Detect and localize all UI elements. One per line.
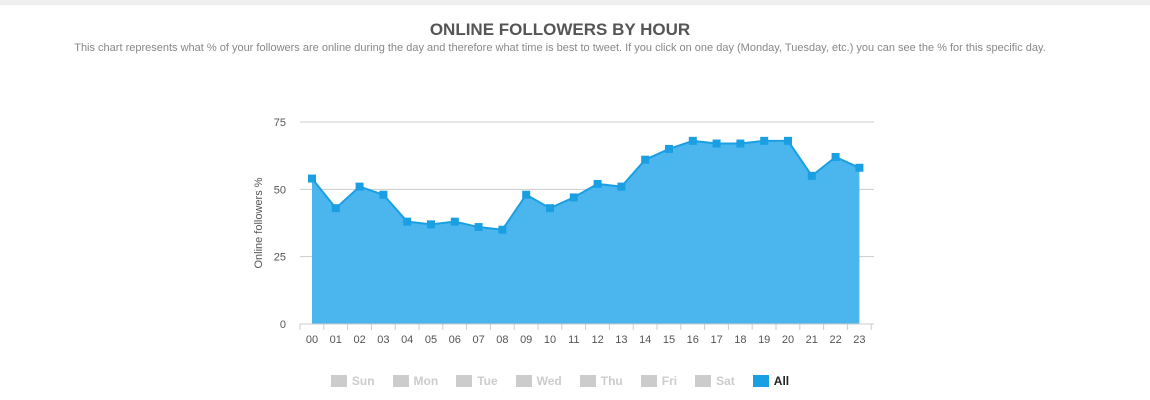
data-point [617,182,626,191]
data-point [807,171,816,180]
legend-label: Sun [351,374,375,388]
data-point [784,136,792,145]
y-tick-label: 50 [274,184,286,196]
data-point [474,223,483,232]
legend-label: Tue [477,374,498,388]
legend-swatch [515,375,532,387]
legend-item-mon[interactable]: Mon [392,374,439,388]
data-point [522,190,531,199]
legend-swatch [695,375,712,387]
x-tick-label: 08 [496,334,508,346]
top-bar [0,0,1150,5]
data-point [403,217,412,226]
data-point [593,179,602,188]
data-point [641,155,650,164]
x-tick-label: 01 [330,334,342,346]
data-point [855,163,864,172]
y-tick-label: 0 [280,319,286,331]
legend-item-fri[interactable]: Fri [640,374,678,388]
data-point [688,136,697,145]
legend-swatch [579,375,596,387]
x-tick-label: 00 [306,334,318,346]
chart-legend: Sun Mon Tue Wed Thu Fri Sat All [0,374,1120,388]
x-tick-label: 06 [449,334,461,346]
series-area [312,140,860,324]
legend-swatch [392,375,409,387]
legend-label: Sat [716,374,735,388]
legend-item-thu[interactable]: Thu [579,374,623,388]
x-tick-label: 18 [734,334,746,346]
x-tick-label: 22 [829,334,841,346]
data-point [331,204,340,213]
x-tick-label: 07 [472,334,484,346]
legend-item-all[interactable]: All [752,374,790,388]
x-tick-label: 17 [710,334,722,346]
x-tick-label: 19 [758,334,770,346]
x-tick-label: 04 [401,334,413,346]
legend-swatch [330,375,347,387]
x-tick-label: 21 [806,334,818,346]
legend-label: Wed [536,374,562,388]
x-tick-label: 23 [853,334,865,346]
data-point [546,204,554,213]
x-tick-label: 12 [591,334,603,346]
chart-description: This chart represents what % of your fol… [74,42,1046,54]
chart-title: ONLINE FOLLOWERS BY HOUR [429,20,691,39]
x-tick-label: 16 [687,334,699,346]
data-point [379,190,388,199]
data-point [760,136,769,145]
x-tick-label: 10 [544,334,556,346]
data-point [736,139,745,148]
data-point [498,225,507,234]
data-point [712,139,721,148]
legend-item-sun[interactable]: Sun [330,374,375,388]
x-tick-label: 14 [639,334,651,346]
data-point [427,220,435,229]
legend-label: Mon [413,374,439,388]
x-tick-label: 05 [425,334,437,346]
data-point [831,153,840,162]
data-point [450,217,459,226]
x-tick-label: 03 [377,334,389,346]
data-point [569,193,578,202]
y-axis-title: Online followers % [253,177,265,268]
legend-item-sat[interactable]: Sat [695,374,735,388]
legend-item-wed[interactable]: Wed [515,374,562,388]
x-tick-label: 11 [568,334,579,346]
x-tick-label: 15 [663,334,675,346]
legend-label: All [773,374,790,388]
x-tick-label: 02 [353,334,365,346]
data-point [665,144,673,153]
x-tick-label: 09 [520,334,532,346]
legend-swatch [640,375,657,387]
x-tick-label: 20 [782,334,794,346]
y-tick-label: 75 [274,117,286,129]
data-point [355,182,364,191]
x-tick-label: 13 [615,334,627,346]
data-point [308,174,316,183]
legend-label: Fri [661,374,678,388]
legend-swatch [456,375,473,387]
legend-label: Thu [600,374,623,388]
legend-swatch [752,375,769,387]
legend-item-tue[interactable]: Tue [456,374,498,388]
y-tick-label: 25 [274,252,286,264]
